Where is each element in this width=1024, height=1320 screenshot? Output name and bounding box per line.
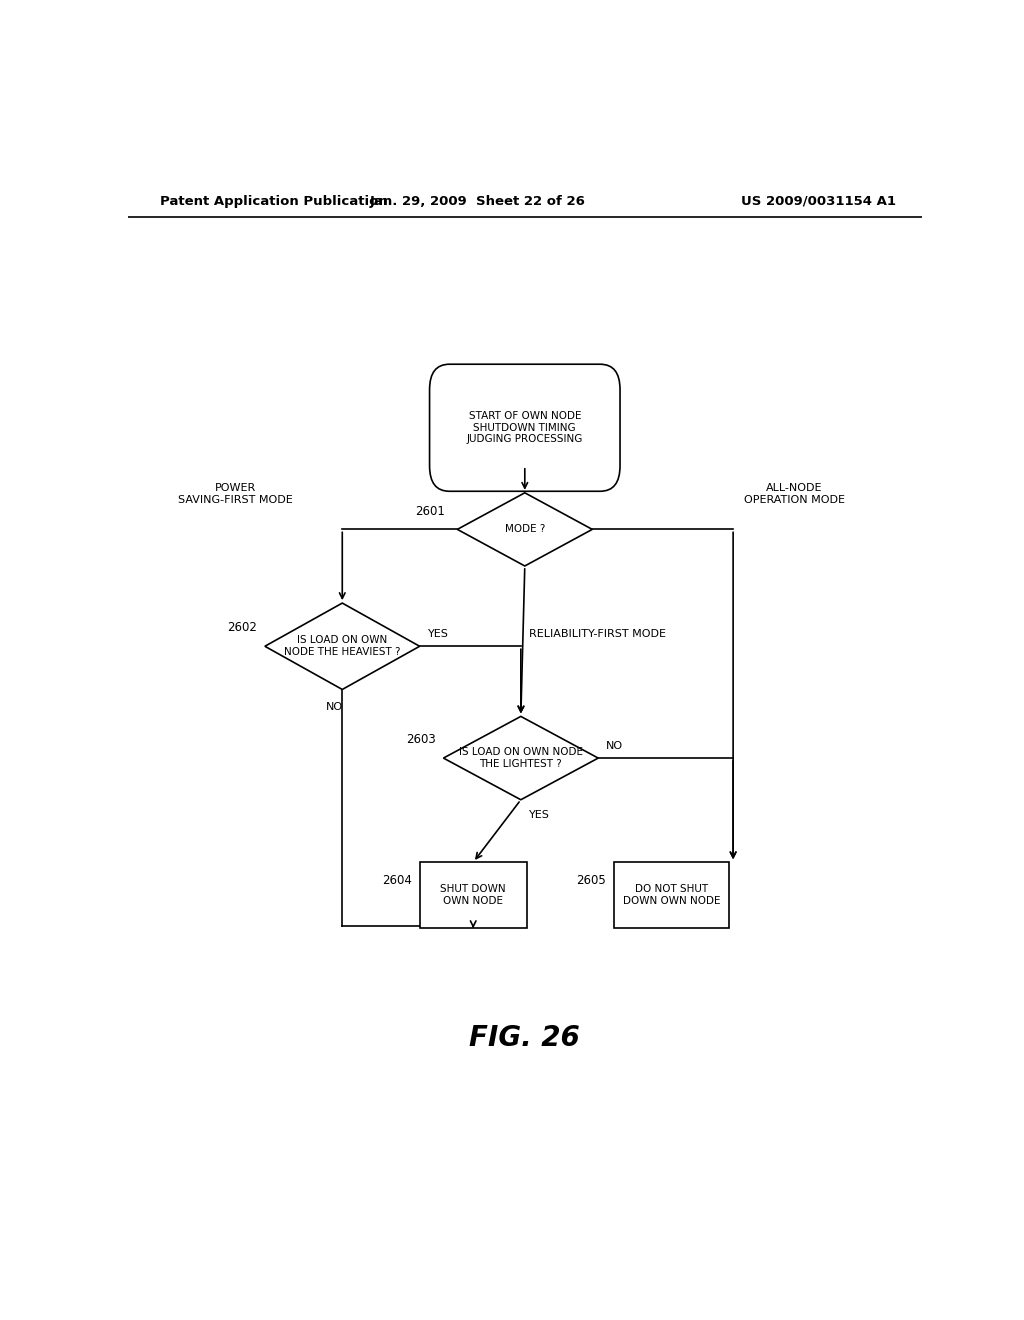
Polygon shape bbox=[458, 492, 592, 566]
Polygon shape bbox=[265, 603, 420, 689]
Polygon shape bbox=[443, 717, 598, 800]
FancyBboxPatch shape bbox=[430, 364, 620, 491]
Text: IS LOAD ON OWN NODE
THE LIGHTEST ?: IS LOAD ON OWN NODE THE LIGHTEST ? bbox=[459, 747, 583, 768]
Text: 2602: 2602 bbox=[227, 622, 257, 635]
Text: FIG. 26: FIG. 26 bbox=[469, 1023, 581, 1052]
Text: YES: YES bbox=[428, 630, 449, 639]
Text: ALL-NODE
OPERATION MODE: ALL-NODE OPERATION MODE bbox=[744, 483, 845, 504]
Text: RELIABILITY-FIRST MODE: RELIABILITY-FIRST MODE bbox=[528, 628, 666, 639]
Text: 2601: 2601 bbox=[416, 504, 445, 517]
Text: US 2009/0031154 A1: US 2009/0031154 A1 bbox=[741, 194, 896, 207]
Text: 2604: 2604 bbox=[382, 874, 412, 887]
Text: NO: NO bbox=[326, 702, 343, 711]
Text: DO NOT SHUT
DOWN OWN NODE: DO NOT SHUT DOWN OWN NODE bbox=[623, 884, 720, 906]
Bar bbox=[614, 862, 729, 928]
Bar bbox=[420, 862, 526, 928]
Text: IS LOAD ON OWN
NODE THE HEAVIEST ?: IS LOAD ON OWN NODE THE HEAVIEST ? bbox=[284, 635, 400, 657]
Text: SHUT DOWN
OWN NODE: SHUT DOWN OWN NODE bbox=[440, 884, 506, 906]
Text: NO: NO bbox=[606, 741, 624, 751]
Text: MODE ?: MODE ? bbox=[505, 524, 545, 535]
Text: START OF OWN NODE
SHUTDOWN TIMING
JUDGING PROCESSING: START OF OWN NODE SHUTDOWN TIMING JUDGIN… bbox=[467, 411, 583, 445]
Text: Jan. 29, 2009  Sheet 22 of 26: Jan. 29, 2009 Sheet 22 of 26 bbox=[370, 194, 585, 207]
Text: YES: YES bbox=[528, 810, 550, 820]
Text: 2603: 2603 bbox=[406, 734, 435, 746]
Text: 2605: 2605 bbox=[577, 874, 606, 887]
Text: Patent Application Publication: Patent Application Publication bbox=[160, 194, 387, 207]
Text: POWER
SAVING-FIRST MODE: POWER SAVING-FIRST MODE bbox=[178, 483, 293, 504]
